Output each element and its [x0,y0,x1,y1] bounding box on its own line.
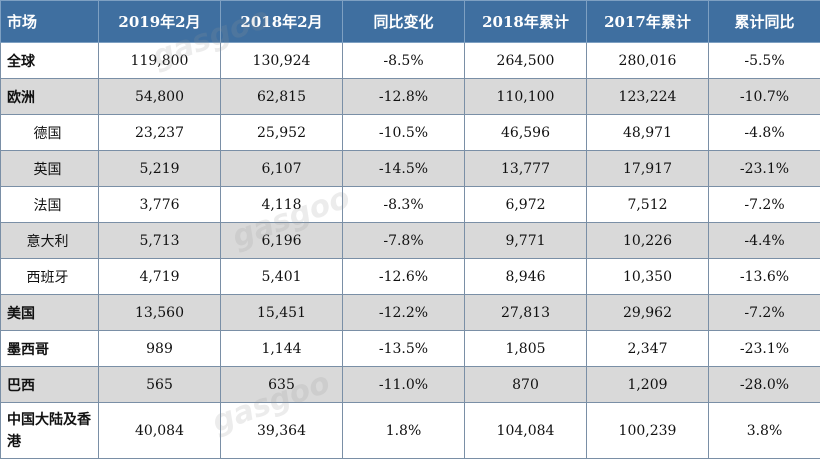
market-cell: 英国 [1,151,99,187]
value-cell: 23,237 [99,115,221,151]
market-cell: 德国 [1,115,99,151]
market-cell: 美国 [1,295,99,331]
value-cell: 62,815 [221,79,343,115]
value-cell: -11.0% [343,367,465,403]
value-cell: -12.8% [343,79,465,115]
value-cell: -4.4% [709,223,820,259]
header-2018-ytd: 2018年累计 [465,1,587,43]
value-cell: -8.3% [343,187,465,223]
market-cell: 墨西哥 [1,331,99,367]
value-cell: 1,144 [221,331,343,367]
value-cell: 110,100 [465,79,587,115]
value-cell: 2,347 [587,331,709,367]
value-cell: 6,107 [221,151,343,187]
value-cell: -23.1% [709,331,820,367]
value-cell: -10.7% [709,79,820,115]
value-cell: 565 [99,367,221,403]
header-2017-ytd: 2017年累计 [587,1,709,43]
value-cell: -12.2% [343,295,465,331]
value-cell: -12.6% [343,259,465,295]
value-cell: -8.5% [343,43,465,79]
value-cell: 3,776 [99,187,221,223]
value-cell: 8,946 [465,259,587,295]
value-cell: 13,777 [465,151,587,187]
value-cell: 27,813 [465,295,587,331]
header-2018-feb: 2018年2月 [221,1,343,43]
header-market: 市场 [1,1,99,43]
value-cell: -13.6% [709,259,820,295]
value-cell: 10,350 [587,259,709,295]
header-row: 市场 2019年2月 2018年2月 同比变化 2018年累计 2017年累计 … [1,1,820,43]
value-cell: 989 [99,331,221,367]
market-cell: 全球 [1,43,99,79]
market-cell: 意大利 [1,223,99,259]
value-cell: 1.8% [343,403,465,459]
value-cell: 9,771 [465,223,587,259]
value-cell: -14.5% [343,151,465,187]
market-cell: 欧洲 [1,79,99,115]
market-cell: 法国 [1,187,99,223]
header-2019-feb: 2019年2月 [99,1,221,43]
value-cell: -4.8% [709,115,820,151]
value-cell: 54,800 [99,79,221,115]
value-cell: 39,364 [221,403,343,459]
value-cell: 870 [465,367,587,403]
value-cell: 635 [221,367,343,403]
value-cell: 15,451 [221,295,343,331]
value-cell: 100,239 [587,403,709,459]
value-cell: -28.0% [709,367,820,403]
value-cell: 5,713 [99,223,221,259]
value-cell: 46,596 [465,115,587,151]
value-cell: 7,512 [587,187,709,223]
value-cell: 4,118 [221,187,343,223]
value-cell: 6,972 [465,187,587,223]
value-cell: 6,196 [221,223,343,259]
value-cell: 280,016 [587,43,709,79]
value-cell: -10.5% [343,115,465,151]
value-cell: 48,971 [587,115,709,151]
market-cell: 西班牙 [1,259,99,295]
value-cell: 5,219 [99,151,221,187]
value-cell: 104,084 [465,403,587,459]
value-cell: 264,500 [465,43,587,79]
header-yoy-change: 同比变化 [343,1,465,43]
value-cell: 1,209 [587,367,709,403]
value-cell: 17,917 [587,151,709,187]
value-cell: 10,226 [587,223,709,259]
value-cell: 13,560 [99,295,221,331]
value-cell: 40,084 [99,403,221,459]
value-cell: -13.5% [343,331,465,367]
value-cell: 4,719 [99,259,221,295]
value-cell: -7.8% [343,223,465,259]
value-cell: -5.5% [709,43,820,79]
value-cell: 123,224 [587,79,709,115]
value-cell: 3.8% [709,403,820,459]
value-cell: 1,805 [465,331,587,367]
value-cell: 25,952 [221,115,343,151]
market-cell: 中国大陆及香港 [1,403,99,459]
value-cell: 119,800 [99,43,221,79]
header-ytd-yoy: 累计同比 [709,1,820,43]
value-cell: -7.2% [709,295,820,331]
value-cell: -23.1% [709,151,820,187]
value-cell: 5,401 [221,259,343,295]
value-cell: -7.2% [709,187,820,223]
value-cell: 130,924 [221,43,343,79]
market-cell: 巴西 [1,367,99,403]
value-cell: 29,962 [587,295,709,331]
